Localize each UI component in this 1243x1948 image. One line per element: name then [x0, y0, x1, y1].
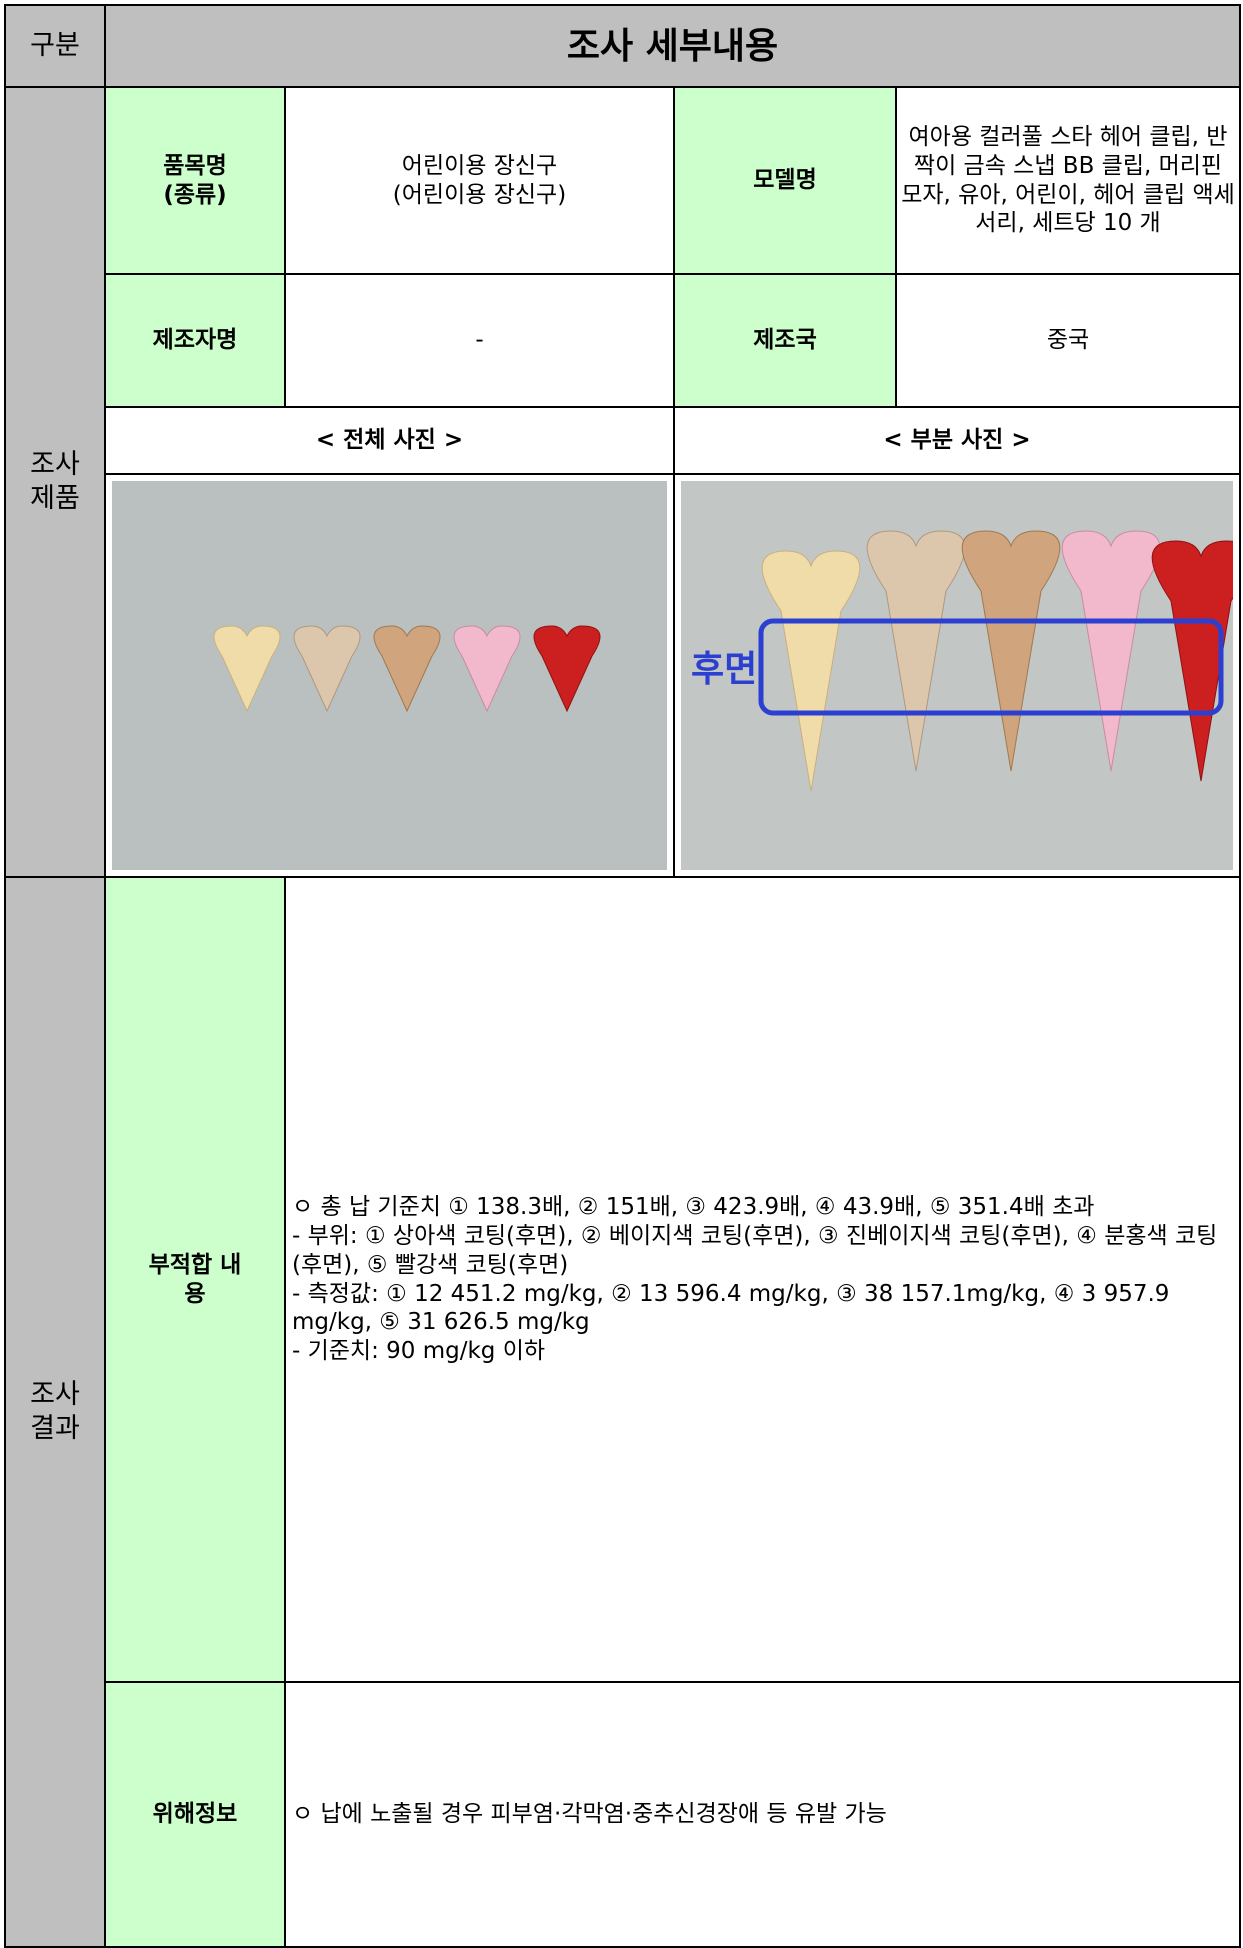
result-label: 조사 결과 — [4, 876, 106, 1948]
item-label: 품목명 (종류) — [104, 86, 286, 275]
maker-label: 제조자명 — [104, 273, 286, 408]
item-line: (어린이용 장신구) — [392, 181, 567, 208]
model-value: 여아용 컬러풀 스타 헤어 클립, 반짝이 금속 스냅 BB 클립, 머리핀 모… — [895, 86, 1241, 275]
full-photo — [112, 481, 667, 870]
category-header: 구분 — [4, 4, 106, 88]
title: 조사 세부내용 — [104, 4, 1241, 88]
hazard-label: 위해정보 — [104, 1681, 286, 1948]
text-line: - 부위: ① 상아색 코팅(후면), ② 베이지색 코팅(후면), ③ 진베이… — [292, 1223, 1218, 1278]
photo-cell: 후면 — [673, 473, 1241, 878]
product-label: 조사 제품 — [4, 86, 106, 878]
photo-caption: < 부분 사진 > — [673, 406, 1241, 475]
photo-caption: < 전체 사진 > — [104, 406, 675, 475]
nonconformity-label: 부적합 내용 — [104, 876, 286, 1683]
photo-cell — [104, 473, 675, 878]
annotation: 후면 — [691, 649, 757, 690]
highlight-box — [758, 618, 1224, 716]
item-line: 어린이용 장신구 — [401, 152, 558, 179]
clips — [213, 625, 601, 713]
clips — [761, 530, 1233, 792]
text-line: ㅇ 총 납 기준치 ① 138.3배, ② 151배, ③ 423.9배, ④ … — [292, 1194, 1095, 1221]
text-line: - 기준치: 90 mg/kg 이하 — [292, 1338, 546, 1364]
country-value: 중국 — [895, 273, 1241, 408]
part-photo: 후면 — [681, 481, 1233, 870]
model-label: 모델명 — [673, 86, 897, 275]
hazard-value: ㅇ 납에 노출될 경우 피부염·각막염·중추신경장애 등 유발 가능 — [284, 1681, 1241, 1948]
nonconformity-value: ㅇ 총 납 기준치 ① 138.3배, ② 151배, ③ 423.9배, ④ … — [284, 876, 1241, 1683]
country-label: 제조국 — [673, 273, 897, 408]
maker-value: - — [284, 273, 675, 408]
item-value: 어린이용 장신구 (어린이용 장신구) — [284, 86, 675, 275]
text-line: - 측정값: ① 12 451.2 mg/kg, ② 13 596.4 mg/k… — [292, 1280, 1170, 1336]
